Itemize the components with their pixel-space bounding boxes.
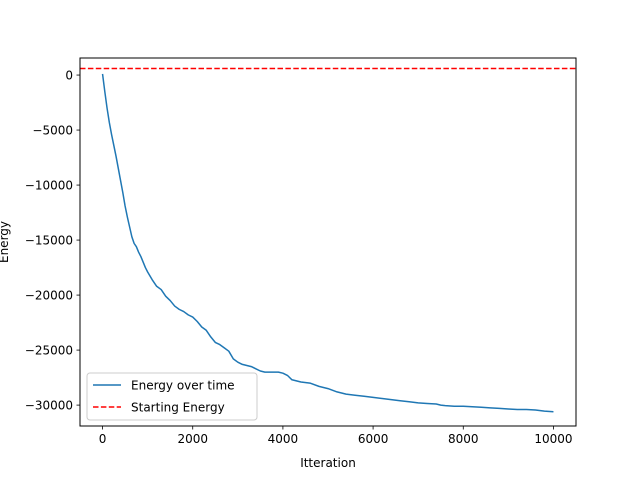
- legend: Energy over time Starting Energy: [86, 372, 258, 421]
- series-line-energy-over-time: [101, 73, 554, 413]
- axes-frame: [79, 57, 577, 427]
- y-tick-label: −20000: [25, 288, 73, 302]
- y-tick-label: −25000: [25, 343, 73, 357]
- y-tick-label: −15000: [25, 233, 73, 247]
- series-layer: [80, 67, 576, 413]
- x-tick-label: 8000: [448, 432, 479, 446]
- y-axis-ticks: 0 −5000 −10000 −15000 −20000 −25000 −30000: [25, 68, 80, 412]
- x-tick-label: 10000: [534, 432, 572, 446]
- y-tick-label: −5000: [32, 123, 73, 137]
- y-tick-label: 0: [65, 68, 73, 82]
- y-tick-label: −30000: [25, 398, 73, 412]
- x-tick-label: 0: [99, 432, 107, 446]
- legend-label-starting-energy: Starting Energy: [131, 401, 225, 415]
- x-axis-ticks: 0 2000 4000 6000 8000 10000: [99, 426, 573, 446]
- x-axis-label: Itteration: [300, 456, 356, 470]
- y-axis-label: Energy: [0, 221, 11, 263]
- x-tick-label: 4000: [268, 432, 299, 446]
- x-tick-label: 2000: [177, 432, 208, 446]
- plot-area: [79, 57, 577, 427]
- x-tick-label: 6000: [358, 432, 389, 446]
- y-tick-label: −10000: [25, 178, 73, 192]
- legend-label-energy-over-time: Energy over time: [131, 379, 235, 393]
- legend-box: [86, 372, 258, 421]
